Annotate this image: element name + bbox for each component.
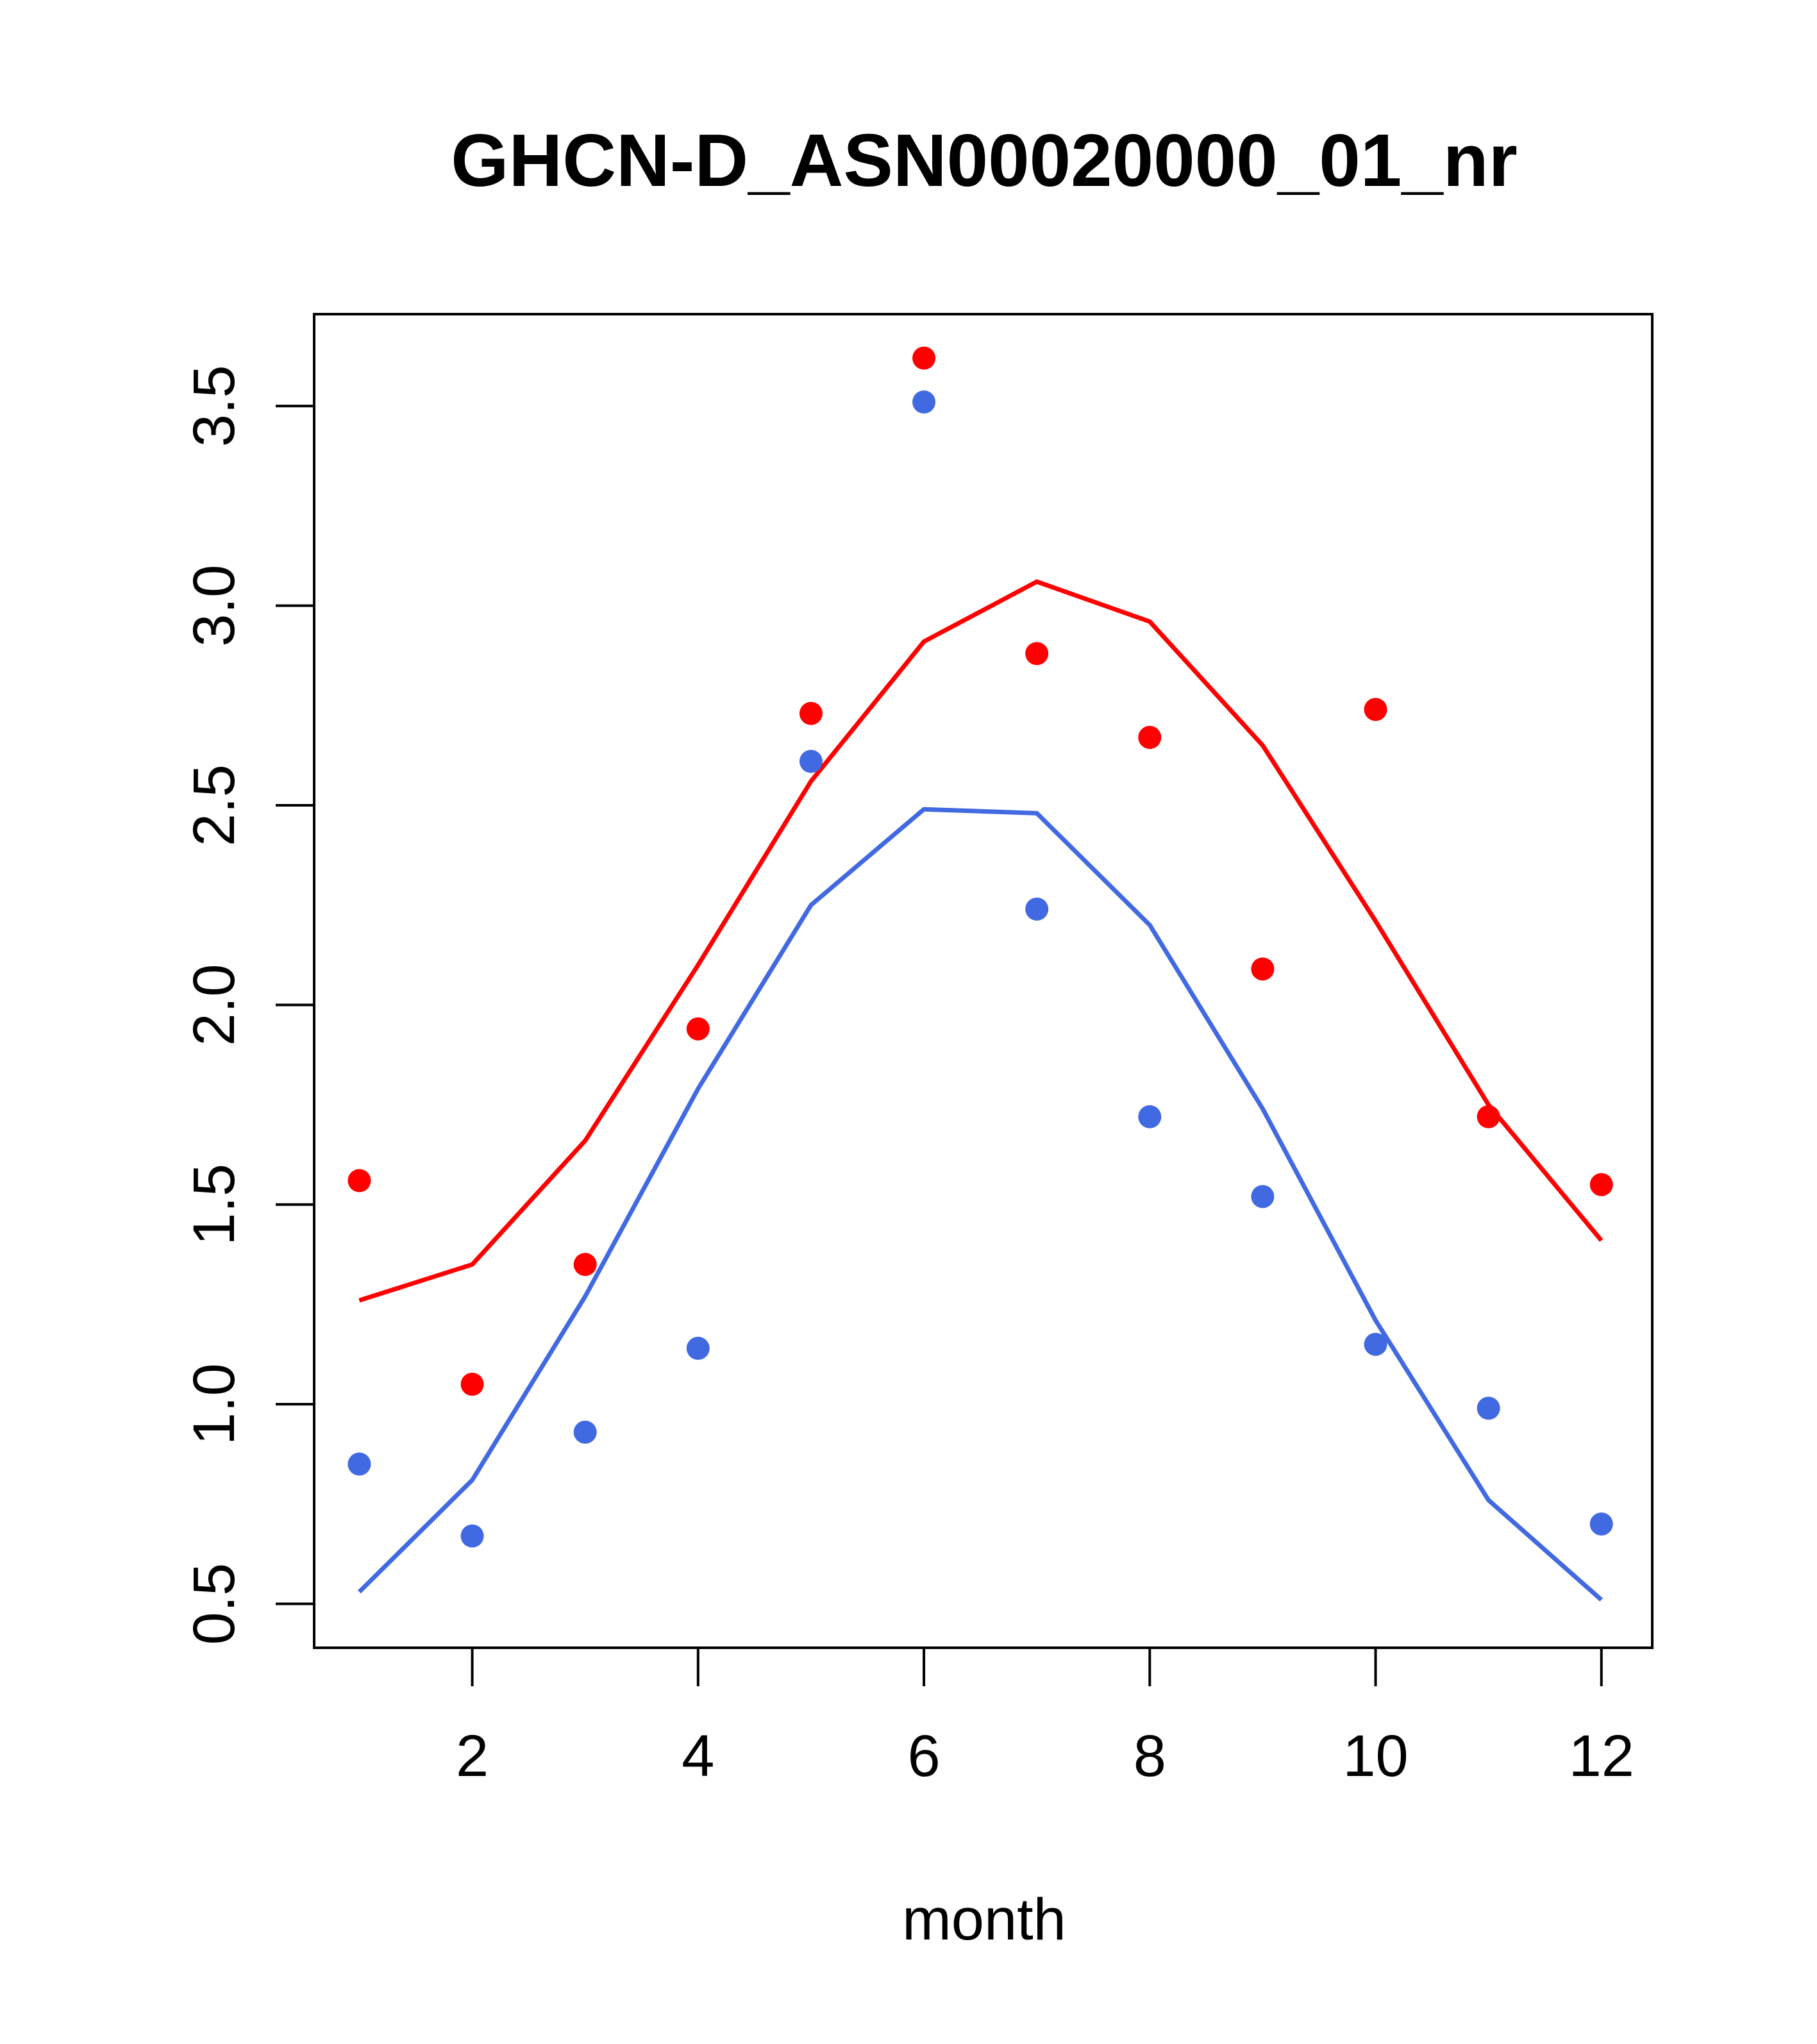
series-0-point [573, 1253, 597, 1277]
x-tick-label: 10 [1343, 1723, 1408, 1789]
series-0-point [460, 1372, 484, 1396]
series-0-point [1025, 642, 1049, 666]
y-axis: 0.5 1.0 1.5 2.0 2.5 3.0 3.5 [181, 365, 314, 1645]
x-tick-label: 12 [1569, 1723, 1634, 1789]
series-0 [347, 346, 1613, 1396]
series-0-point [1251, 957, 1275, 981]
series-1-point [573, 1420, 597, 1444]
y-tick-label: 2.5 [181, 764, 247, 846]
series-1-point [1138, 1105, 1162, 1128]
series-0-point [347, 1169, 371, 1193]
series-1-point [1025, 897, 1049, 921]
y-tick-label: 1.5 [181, 1164, 247, 1246]
series-1-point [799, 750, 823, 773]
series-1-point [1364, 1332, 1387, 1356]
plot-frame [313, 313, 1654, 1649]
chart-title: GHCN-D_ASN00020000_01_nr [451, 119, 1518, 202]
x-tick-label: 2 [456, 1723, 489, 1789]
x-tick-label: 8 [1134, 1723, 1166, 1789]
series-1-point [1589, 1512, 1613, 1536]
series-1-point [912, 390, 936, 414]
series-0-point [1364, 698, 1387, 721]
series-0-point [1138, 726, 1162, 750]
x-axis: 2 4 6 8 10 12 [456, 1648, 1634, 1789]
series-0-point [912, 346, 936, 370]
y-tick-label: 1.0 [181, 1363, 247, 1445]
series-1-point [686, 1336, 710, 1360]
y-tick-label: 3.5 [181, 365, 247, 447]
series-1-point [1477, 1396, 1500, 1420]
series-0-line [358, 579, 1603, 1303]
series-0-point [1589, 1173, 1613, 1196]
series-0-point [1477, 1105, 1500, 1128]
series-1-point [460, 1524, 484, 1548]
series-1-line [357, 807, 1603, 1602]
series-layer [347, 346, 1613, 1602]
y-tick-label: 2.0 [181, 964, 247, 1046]
series-0-point [799, 701, 823, 725]
series-1-point [1251, 1185, 1275, 1209]
series-0-point [686, 1017, 710, 1041]
y-tick-label: 3.0 [181, 565, 247, 647]
x-tick-label: 6 [907, 1723, 940, 1789]
y-tick-label: 0.5 [181, 1563, 247, 1645]
x-axis-label: month [902, 1887, 1066, 1952]
x-tick-label: 4 [682, 1723, 714, 1789]
series-1 [347, 390, 1613, 1602]
series-1-point [347, 1452, 371, 1476]
